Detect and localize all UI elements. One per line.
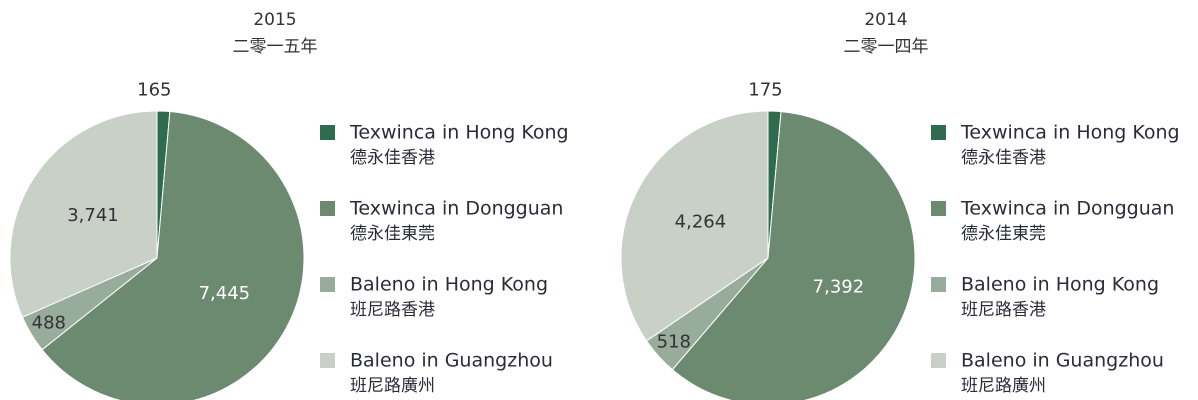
- pie-slice: [671, 111, 916, 400]
- legend-label-zh: 德永佳香港: [350, 148, 435, 168]
- legend-label: Texwinca in Dongguan: [960, 198, 1174, 220]
- legend-label-zh: 班尼路廣州: [961, 376, 1046, 396]
- legend-swatch: [931, 125, 946, 140]
- legend-label-zh: 德永佳香港: [961, 148, 1046, 168]
- legend-swatch: [931, 277, 946, 292]
- legend-swatch: [320, 201, 335, 216]
- data-label: 7,392: [813, 277, 865, 298]
- legend-label-zh: 班尼路廣州: [350, 376, 435, 396]
- legend-label: Texwinca in Hong Kong: [960, 122, 1180, 144]
- legend-label: Baleno in Hong Kong: [961, 274, 1159, 296]
- legend-label-zh: 班尼路香港: [961, 300, 1046, 320]
- pie-slice: [620, 110, 769, 342]
- legend-label: Texwinca in Hong Kong: [349, 122, 569, 144]
- data-label: 4,264: [675, 211, 727, 232]
- legend-swatch: [320, 125, 335, 140]
- data-label: 488: [32, 312, 66, 333]
- chart-subtitle: 二零一五年: [233, 37, 318, 57]
- legend-label-zh: 班尼路香港: [350, 300, 435, 320]
- chart-subtitle: 二零一四年: [844, 37, 929, 57]
- legend-label: Baleno in Guangzhou: [350, 350, 553, 372]
- data-label: 3,741: [67, 205, 119, 226]
- legend-swatch: [931, 201, 946, 216]
- legend-swatch: [320, 277, 335, 292]
- data-label: 7,445: [199, 283, 251, 304]
- legend-swatch: [320, 353, 335, 368]
- legend-label-zh: 德永佳東莞: [350, 224, 435, 244]
- pie-slice: [9, 110, 158, 318]
- data-label: 165: [137, 80, 171, 101]
- data-label: 175: [748, 80, 782, 101]
- legend-label: Baleno in Hong Kong: [350, 274, 548, 296]
- legend-label: Texwinca in Dongguan: [349, 198, 563, 220]
- pie-slice: [41, 111, 305, 400]
- legend-label: Baleno in Guangzhou: [961, 350, 1164, 372]
- chart-title: 2015: [253, 10, 296, 30]
- chart-title: 2014: [864, 10, 907, 30]
- legend-label-zh: 德永佳東莞: [961, 224, 1046, 244]
- legend-swatch: [931, 353, 946, 368]
- data-label: 518: [657, 331, 691, 352]
